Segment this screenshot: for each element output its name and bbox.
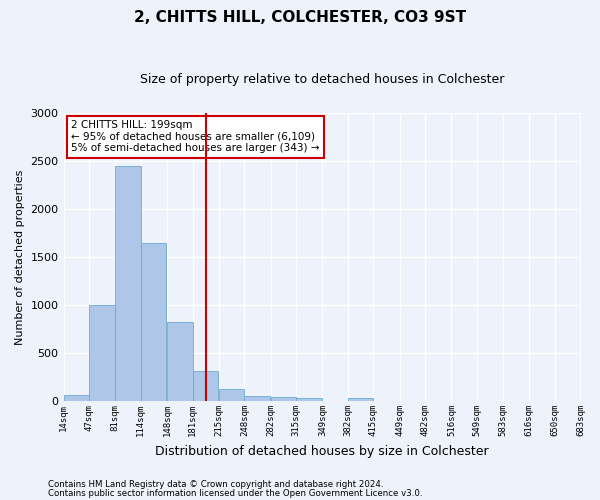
Text: Contains HM Land Registry data © Crown copyright and database right 2024.: Contains HM Land Registry data © Crown c… bbox=[48, 480, 383, 489]
Y-axis label: Number of detached properties: Number of detached properties bbox=[15, 170, 25, 345]
Text: Contains public sector information licensed under the Open Government Licence v3: Contains public sector information licen… bbox=[48, 489, 422, 498]
Bar bbox=[348, 398, 373, 401]
Bar bbox=[167, 322, 193, 401]
Bar bbox=[115, 166, 141, 401]
Bar bbox=[141, 242, 166, 401]
Bar bbox=[244, 396, 270, 401]
Bar bbox=[296, 398, 322, 401]
Bar bbox=[64, 396, 89, 401]
Bar bbox=[193, 372, 218, 401]
Bar bbox=[271, 397, 296, 401]
X-axis label: Distribution of detached houses by size in Colchester: Distribution of detached houses by size … bbox=[155, 444, 489, 458]
Text: 2, CHITTS HILL, COLCHESTER, CO3 9ST: 2, CHITTS HILL, COLCHESTER, CO3 9ST bbox=[134, 10, 466, 25]
Bar bbox=[219, 388, 244, 401]
Bar bbox=[89, 305, 115, 401]
Text: 2 CHITTS HILL: 199sqm
← 95% of detached houses are smaller (6,109)
5% of semi-de: 2 CHITTS HILL: 199sqm ← 95% of detached … bbox=[71, 120, 320, 154]
Title: Size of property relative to detached houses in Colchester: Size of property relative to detached ho… bbox=[140, 72, 504, 86]
